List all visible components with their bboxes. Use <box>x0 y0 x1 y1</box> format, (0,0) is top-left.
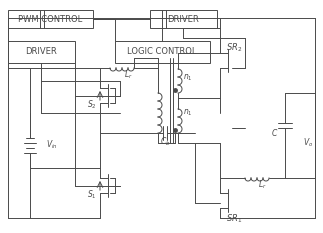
Text: $C_b$: $C_b$ <box>160 136 170 148</box>
Bar <box>8 10 93 28</box>
Text: $V_{in}$: $V_{in}$ <box>46 139 58 151</box>
Text: $SR_2$: $SR_2$ <box>226 42 242 54</box>
Text: $S_2$: $S_2$ <box>87 99 97 111</box>
Text: $SR_1$: $SR_1$ <box>226 213 242 225</box>
Bar <box>115 41 210 63</box>
Text: DRIVER: DRIVER <box>167 14 199 24</box>
Text: LOGIC CONTROL: LOGIC CONTROL <box>127 48 197 56</box>
Text: DRIVER: DRIVER <box>25 48 57 56</box>
Bar <box>8 41 75 63</box>
Text: PWM CONTROL: PWM CONTROL <box>18 14 82 24</box>
Text: $L_r$: $L_r$ <box>124 69 132 81</box>
Text: $V_o$: $V_o$ <box>303 137 313 149</box>
Text: $n_1$: $n_1$ <box>183 73 193 83</box>
Text: $S_1$: $S_1$ <box>87 189 97 201</box>
Text: $L_r$: $L_r$ <box>258 179 266 191</box>
Text: $n_1$: $n_1$ <box>183 108 193 118</box>
Text: $C$: $C$ <box>271 127 279 138</box>
Bar <box>150 10 217 28</box>
